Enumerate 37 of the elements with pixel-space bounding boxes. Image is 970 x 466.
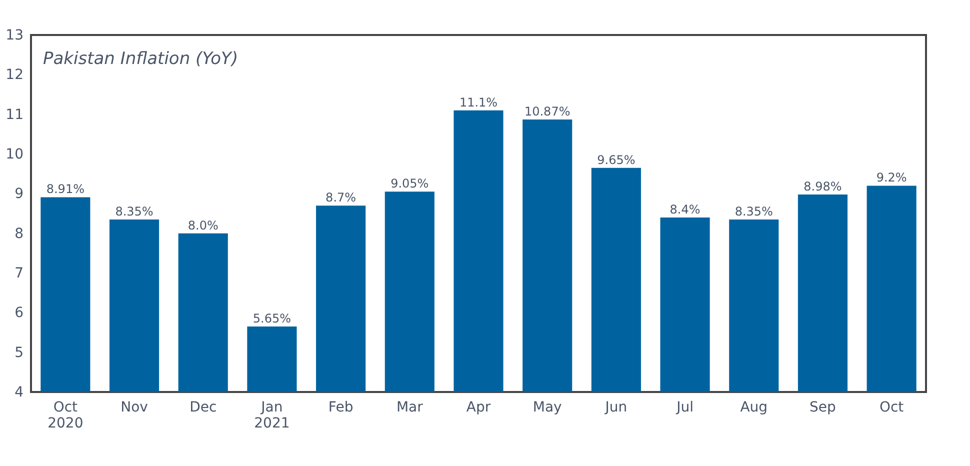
y-tick-label: 10 [6, 146, 24, 162]
data-label: 8.7% [326, 190, 356, 205]
data-label: 8.91% [46, 182, 84, 196]
x-tick-label: Aug [740, 400, 768, 416]
y-tick-label: 7 [14, 266, 24, 282]
y-tick-label: 9 [14, 186, 24, 202]
x-tick-label: Jul [676, 400, 694, 416]
x-tick-label: Dec [190, 400, 217, 416]
data-label: 9.65% [597, 152, 636, 167]
data-label: 8.4% [670, 202, 700, 216]
x-tick-label: Oct 2020 [48, 400, 84, 432]
data-label: 11.1% [459, 95, 498, 110]
y-tick-label: 12 [6, 67, 24, 84]
x-tick-label: Sep [810, 400, 836, 416]
data-label: 10.87% [524, 104, 570, 118]
data-label: 8.0% [188, 218, 218, 232]
y-tick-label: 11 [6, 106, 24, 123]
data-label: 8.35% [734, 204, 773, 218]
data-label: 5.65% [252, 312, 292, 326]
x-tick-label: Nov [120, 400, 148, 416]
x-tick-label: Jun [604, 400, 628, 416]
text: Pakistan Inflation (YoY) [43, 49, 238, 69]
x-tick-label: Oct [879, 400, 904, 416]
x-tick-label: Jan 2021 [254, 400, 290, 432]
y-tick-label: 4 [14, 384, 24, 400]
y-tick-label: 6 [14, 305, 24, 322]
y-tick-label: 5 [14, 344, 24, 361]
data-label: 8.98% [804, 179, 842, 194]
x-tick-label: Apr [466, 400, 491, 416]
data-label: 9.2% [876, 170, 907, 185]
x-tick-label: Mar [396, 400, 424, 416]
y-tick-label: 8 [14, 226, 24, 242]
x-tick-label: May [532, 400, 562, 416]
data-label: 8.35% [115, 204, 154, 218]
data-label: 9.05% [390, 176, 429, 191]
x-tick-label: Feb [328, 400, 354, 416]
y-tick-label: 13 [6, 28, 24, 44]
